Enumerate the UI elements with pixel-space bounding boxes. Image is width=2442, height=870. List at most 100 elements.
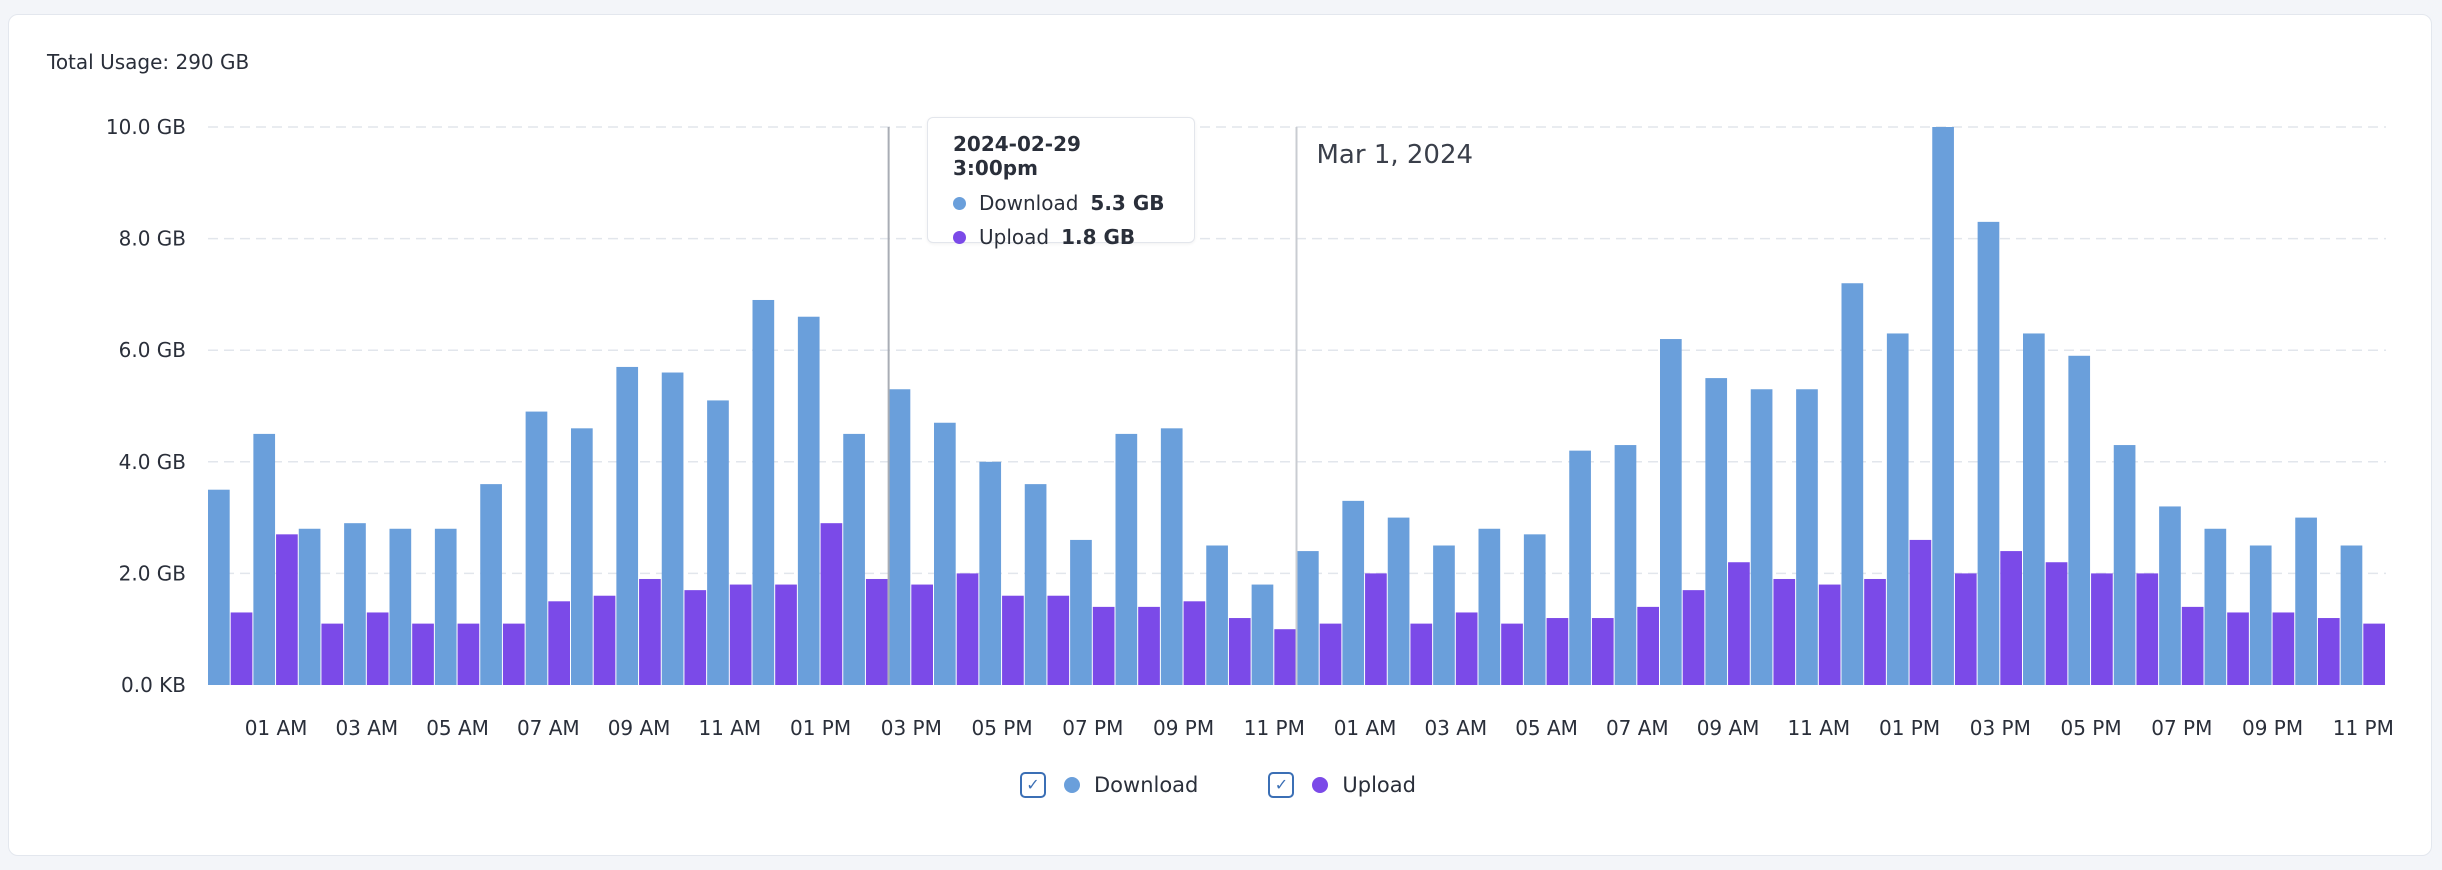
upload-bar [1909, 539, 1932, 685]
x-tick-label: 11 PM [1244, 716, 1305, 740]
download-bar [1251, 584, 1274, 685]
x-tick-label: 09 PM [1153, 716, 1214, 740]
download-bar [1523, 534, 1546, 685]
download-bar [888, 389, 911, 685]
download-bar [389, 528, 412, 685]
legend-download-label: Download [1094, 773, 1199, 797]
y-tick-label: 6.0 GB [119, 338, 186, 362]
download-bar [1796, 389, 1818, 685]
chart-legend: ✓ Download ✓ Upload [1020, 772, 1486, 798]
upload-checkbox[interactable]: ✓ [1268, 772, 1295, 798]
download-bar [1478, 528, 1501, 685]
upload-bar [502, 623, 525, 685]
upload-bar [956, 573, 979, 685]
upload-bar [1047, 595, 1070, 685]
upload-bar [276, 534, 298, 685]
download-bar [2023, 333, 2045, 685]
upload-bar [684, 590, 707, 685]
download-bar [2159, 506, 2181, 685]
x-tick-label: 07 AM [1606, 716, 1669, 740]
upload-bar [593, 595, 616, 685]
download-bar [661, 372, 684, 685]
download-bar [571, 428, 593, 685]
download-bar [934, 422, 956, 685]
download-bar [1841, 283, 1864, 685]
upload-bar [639, 578, 661, 685]
upload-bar [2000, 551, 2022, 685]
download-checkbox[interactable]: ✓ [1020, 772, 1046, 798]
download-bar [1342, 500, 1365, 685]
upload-bar [1319, 623, 1342, 685]
download-bar [979, 461, 1002, 685]
upload-bar [1818, 584, 1841, 685]
download-bar [2068, 355, 2091, 685]
upload-bar [1591, 618, 1614, 685]
upload-bar [2363, 623, 2385, 685]
legend-upload-toggle[interactable]: ✓ Upload [1268, 772, 1416, 798]
upload-bar [1864, 578, 1886, 685]
x-tick-label: 03 AM [335, 716, 398, 740]
download-bar [2204, 528, 2227, 685]
download-bar [2113, 445, 2136, 685]
download-bar [1750, 389, 1773, 685]
upload-bar [230, 612, 253, 685]
download-bar [616, 366, 639, 685]
download-bar [1160, 428, 1183, 685]
download-bar [1115, 433, 1138, 685]
download-bar [1433, 545, 1455, 685]
y-tick-label: 10.0 GB [106, 115, 186, 139]
x-tick-label: 01 AM [245, 716, 308, 740]
upload-bar [865, 578, 888, 685]
download-bar [1977, 221, 2000, 686]
upload-bar [548, 601, 570, 685]
download-dot-icon [953, 196, 966, 210]
download-bar [298, 528, 321, 685]
x-tick-label: 03 PM [1970, 716, 2031, 740]
y-tick-label: 2.0 GB [119, 561, 186, 585]
x-tick-label: 07 PM [2151, 716, 2212, 740]
y-tick-label: 4.0 GB [119, 450, 186, 474]
tooltip-title: 2024-02-29 3:00pm [953, 132, 1081, 180]
download-bar [1070, 539, 1092, 685]
x-tick-label: 03 PM [881, 716, 942, 740]
download-bar [2249, 545, 2272, 685]
upload-bar [1954, 573, 1977, 685]
upload-bar [1228, 618, 1251, 685]
download-bar [1705, 378, 1728, 685]
upload-bar [1682, 590, 1705, 685]
upload-bar [2091, 573, 2113, 685]
download-bar [253, 433, 276, 685]
upload-bar [2136, 573, 2159, 685]
upload-bar [1455, 612, 1478, 685]
legend-download-toggle[interactable]: ✓ Download [1020, 772, 1198, 798]
x-tick-label: 07 AM [517, 716, 580, 740]
download-bar [2340, 545, 2363, 685]
upload-bar [1365, 573, 1387, 685]
x-tick-label: 05 AM [426, 716, 489, 740]
download-bar [1206, 545, 1228, 685]
download-bar [344, 523, 366, 685]
download-bar [752, 299, 775, 685]
upload-bar [1274, 629, 1296, 685]
upload-bar [2227, 612, 2249, 685]
download-bar [843, 433, 865, 685]
upload-dot-icon [953, 230, 966, 244]
x-tick-label: 05 AM [1515, 716, 1578, 740]
x-tick-label: 07 PM [1062, 716, 1123, 740]
y-tick-label: 8.0 GB [119, 227, 186, 251]
download-bar [797, 316, 820, 685]
upload-bar [775, 584, 797, 685]
download-bar [1387, 517, 1410, 685]
x-tick-label: 11 PM [2333, 716, 2394, 740]
y-tick-label: 0.0 KB [121, 673, 186, 697]
tooltip-download-row: Download 5.3 GB [953, 191, 1169, 215]
upload-bar [1138, 606, 1160, 685]
upload-bar [1092, 606, 1115, 685]
download-bar [1569, 450, 1591, 685]
download-bar [707, 400, 729, 685]
download-bar [525, 411, 548, 685]
total-usage-label: Total Usage: 290 GB [47, 50, 250, 74]
download-bar [1932, 127, 1954, 685]
download-bar [1297, 551, 1319, 685]
